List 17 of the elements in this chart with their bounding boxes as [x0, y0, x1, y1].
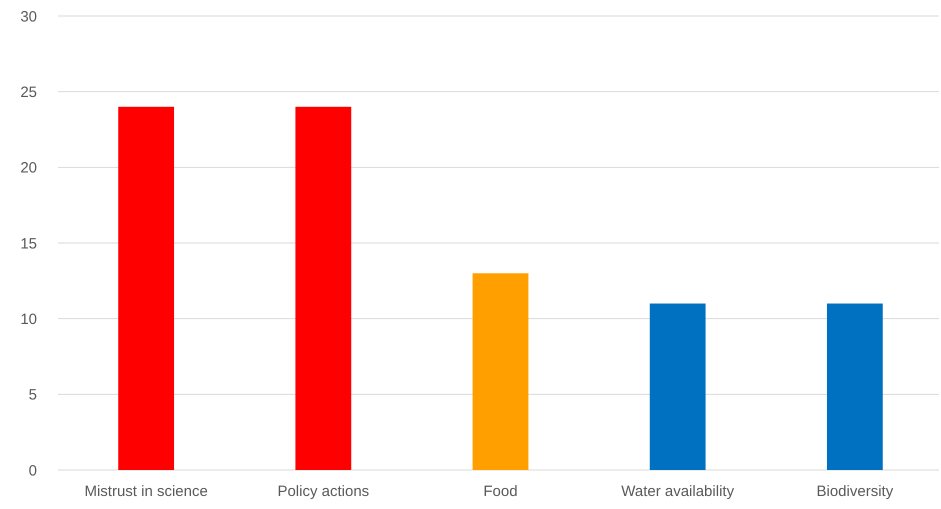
y-tick-label: 0: [28, 462, 37, 480]
bar: [472, 273, 528, 470]
y-tick-label: 15: [20, 235, 37, 252]
bar: [650, 304, 706, 470]
x-tick-label: Biodiversity: [816, 483, 894, 500]
y-tick-label: 25: [20, 84, 37, 101]
x-tick-label: Mistrust in science: [84, 483, 208, 500]
x-tick-label: Water availability: [621, 483, 735, 500]
bar: [295, 106, 352, 470]
bar: [826, 304, 883, 470]
y-tick-label: 20: [20, 160, 37, 177]
y-tick-label: 30: [20, 8, 37, 26]
bar: [118, 106, 174, 470]
y-tick-label: 5: [28, 386, 37, 404]
y-tick-label: 10: [20, 310, 37, 328]
x-tick-label: Food: [483, 483, 518, 500]
x-tick-label: Policy actions: [277, 483, 370, 500]
